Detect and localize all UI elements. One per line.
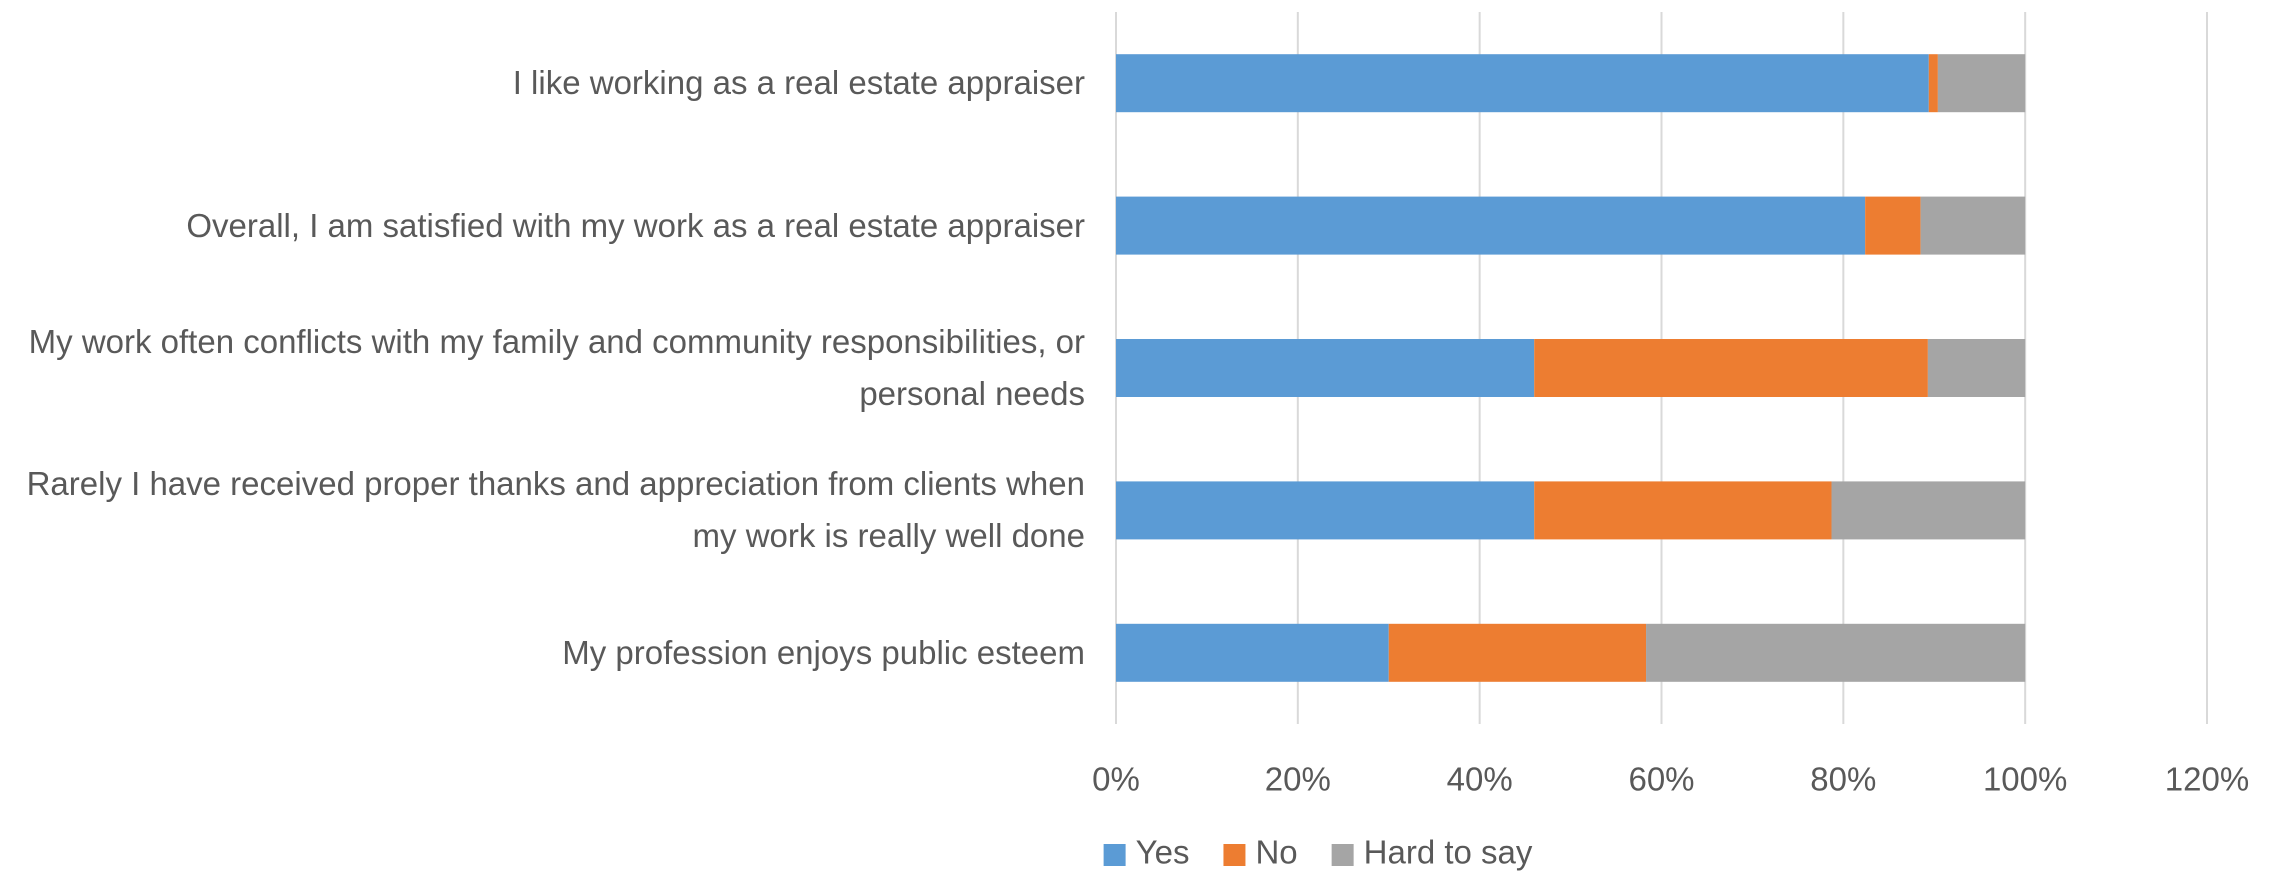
legend-swatch xyxy=(1223,844,1246,866)
bar-segment xyxy=(1928,54,1938,113)
x-tick-label: 60% xyxy=(1628,761,1694,798)
bar-segment xyxy=(1116,623,1389,682)
x-tick-label: 0% xyxy=(1092,761,1140,798)
x-tick-label: 100% xyxy=(1983,761,2067,798)
x-tick-label: 20% xyxy=(1265,761,1331,798)
legend-label: Hard to say xyxy=(1364,834,1533,871)
bar-segment xyxy=(1116,481,1535,540)
legend-swatch xyxy=(1103,844,1126,866)
bar-segment xyxy=(1646,623,2026,682)
bar-segment xyxy=(1865,196,1921,255)
x-tick-label: 40% xyxy=(1447,761,1513,798)
bar-segment xyxy=(1927,339,2026,397)
bar-segment xyxy=(1116,54,1929,113)
category-label: My work often conflicts with my family a… xyxy=(28,323,1085,412)
category-label: My profession enjoys public esteem xyxy=(562,633,1085,671)
category-label: Overall, I am satisfied with my work as … xyxy=(186,206,1085,244)
bar-segment xyxy=(1116,339,1535,397)
bar-segment xyxy=(1534,339,1928,397)
bar-segment xyxy=(1388,623,1647,682)
bar-segment xyxy=(1116,196,1866,255)
bar-segment xyxy=(1534,481,1832,540)
legend-swatch xyxy=(1331,844,1354,866)
bar-segment xyxy=(1831,481,2026,540)
category-label: Rarely I have received proper thanks and… xyxy=(26,465,1085,555)
legend-label: Yes xyxy=(1136,834,1190,871)
legend-label: No xyxy=(1255,834,1297,871)
x-tick-label: 120% xyxy=(2165,761,2249,798)
bar-segment xyxy=(1920,196,2026,255)
category-label: I like working as a real estate appraise… xyxy=(512,64,1085,102)
bar-segment xyxy=(1937,54,2026,113)
x-tick-label: 80% xyxy=(1810,761,1876,798)
